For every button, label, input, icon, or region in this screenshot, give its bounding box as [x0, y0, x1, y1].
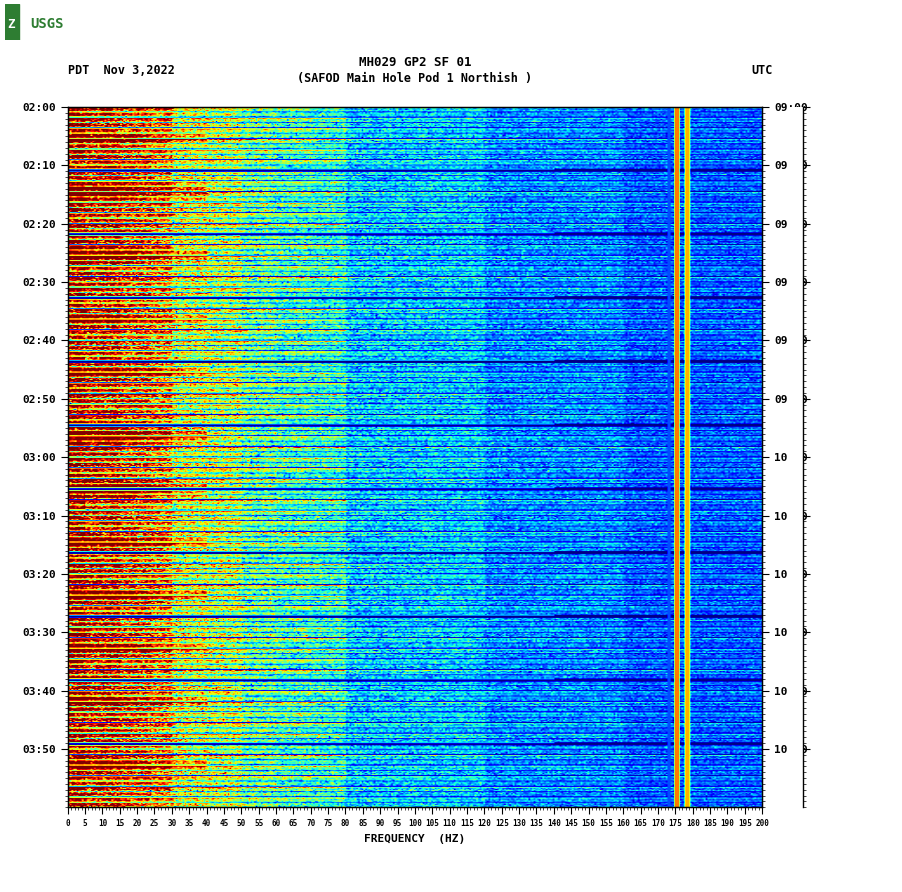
- Text: UTC: UTC: [751, 64, 773, 77]
- Text: MH029 GP2 SF 01: MH029 GP2 SF 01: [359, 56, 471, 69]
- X-axis label: FREQUENCY  (HZ): FREQUENCY (HZ): [364, 834, 465, 844]
- Text: Z: Z: [7, 18, 14, 30]
- Bar: [5, 4, 19, 40]
- Text: (SAFOD Main Hole Pod 1 Northish ): (SAFOD Main Hole Pod 1 Northish ): [298, 72, 532, 85]
- Text: PDT  Nov 3,2022: PDT Nov 3,2022: [68, 64, 174, 77]
- Text: USGS: USGS: [30, 17, 63, 31]
